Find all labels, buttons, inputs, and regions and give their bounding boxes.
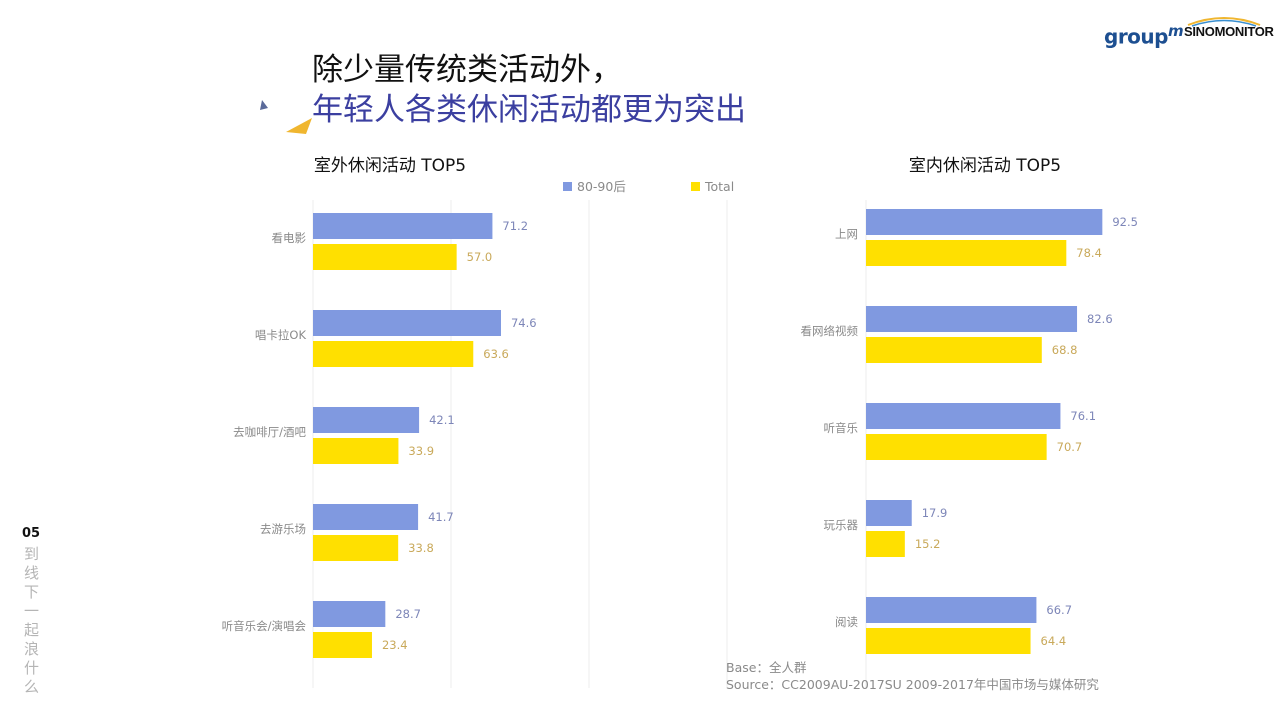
chart2-bar-total bbox=[866, 628, 1031, 654]
decorative-triangles bbox=[260, 100, 312, 134]
yellow-triangle-shape bbox=[286, 118, 312, 134]
groupm-logo-m: m bbox=[1167, 22, 1184, 40]
legend-swatch-total bbox=[691, 182, 700, 191]
source-note: Source：CC2009AU-2017SU 2009-2017年中国市场与媒体… bbox=[726, 677, 1099, 692]
chart1-bar-young bbox=[313, 213, 493, 239]
chart2-title: 室内休闲活动 TOP5 bbox=[909, 156, 1061, 176]
chart2-bar-young bbox=[866, 209, 1103, 235]
chart1-value-label-total: 57.0 bbox=[467, 250, 493, 264]
chart2-value-label-total: 68.8 bbox=[1052, 343, 1078, 357]
chart2-bar-young bbox=[866, 500, 912, 526]
sinomonitor-logo: SINOMONITOR bbox=[1184, 24, 1274, 39]
chart1-value-label-total: 63.6 bbox=[483, 347, 509, 361]
chart2-bar-total bbox=[866, 434, 1047, 460]
chart2-bar-young bbox=[866, 306, 1078, 332]
chart2-category-label: 阅读 bbox=[835, 615, 858, 629]
chart1-value-label-young: 28.7 bbox=[395, 607, 421, 621]
chart1-bar-young bbox=[313, 601, 386, 627]
chart1-bar-total bbox=[313, 438, 399, 464]
chart2-category-label: 看网络视频 bbox=[801, 324, 859, 338]
chart2-category-label: 听音乐 bbox=[824, 421, 859, 435]
chart1-value-label-total: 23.4 bbox=[382, 638, 408, 652]
chart1-value-label-total: 33.9 bbox=[408, 444, 434, 458]
chart2-bar-total bbox=[866, 240, 1067, 266]
legend-swatch-young bbox=[563, 182, 572, 191]
groupm-logo: groupm bbox=[1104, 22, 1184, 49]
chart1-bar-young bbox=[313, 407, 420, 433]
chart2-value-label-young: 76.1 bbox=[1070, 409, 1096, 423]
chart2-category-label: 玩乐器 bbox=[824, 518, 859, 532]
groupm-logo-text: group bbox=[1104, 24, 1168, 49]
chart1-category-label: 去咖啡厅/酒吧 bbox=[233, 425, 306, 439]
chart1-bar-total bbox=[313, 341, 474, 367]
chart2-bar-total bbox=[866, 531, 905, 557]
chart1-bar-young bbox=[313, 504, 419, 530]
section-label: 到线下一起浪什么 bbox=[24, 545, 40, 696]
chart1-value-label-young: 42.1 bbox=[429, 413, 455, 427]
chart2-bar-young bbox=[866, 403, 1061, 429]
chart1-value-label-total: 33.8 bbox=[408, 541, 434, 555]
chart1-category-label: 唱卡拉OK bbox=[255, 328, 307, 342]
sinomonitor-arc-icon bbox=[1187, 17, 1261, 27]
chart2-category-label: 上网 bbox=[835, 227, 858, 241]
legend-label-total: Total bbox=[704, 179, 734, 194]
base-note: Base：全人群 bbox=[726, 660, 807, 675]
chart2-value-label-total: 15.2 bbox=[915, 537, 941, 551]
chart2-value-label-total: 70.7 bbox=[1057, 440, 1083, 454]
chart2-value-label-young: 17.9 bbox=[922, 506, 948, 520]
chart2-value-label-young: 66.7 bbox=[1046, 603, 1072, 617]
chart1-value-label-young: 41.7 bbox=[428, 510, 454, 524]
chart1-bar-total bbox=[313, 535, 399, 561]
chart2-value-label-young: 82.6 bbox=[1087, 312, 1113, 326]
chart1-value-label-young: 74.6 bbox=[511, 316, 537, 330]
small-triangle-shape bbox=[260, 100, 268, 110]
chart2-value-label-total: 78.4 bbox=[1076, 246, 1102, 260]
chart1-category-label: 听音乐会/演唱会 bbox=[222, 619, 307, 633]
chart2-bar-young bbox=[866, 597, 1037, 623]
chart1-bar-young bbox=[313, 310, 501, 336]
chart2-bar-total bbox=[866, 337, 1042, 363]
chart1-bar-total bbox=[313, 632, 372, 658]
page-title-line2: 年轻人各类休闲活动都更为突出 bbox=[312, 92, 746, 128]
chart1-title: 室外休闲活动 TOP5 bbox=[314, 156, 466, 176]
page-number: 05 bbox=[22, 526, 41, 541]
legend-label-young: 80-90后 bbox=[577, 179, 626, 194]
chart1-category-label: 看电影 bbox=[272, 231, 307, 245]
page-title-line1: 除少量传统类活动外， bbox=[312, 52, 622, 88]
chart2-value-label-total: 64.4 bbox=[1041, 634, 1067, 648]
chart1-value-label-young: 71.2 bbox=[502, 219, 528, 233]
chart1-bar-total bbox=[313, 244, 457, 270]
chart2-value-label-young: 92.5 bbox=[1112, 215, 1138, 229]
chart1-category-label: 去游乐场 bbox=[260, 522, 306, 536]
